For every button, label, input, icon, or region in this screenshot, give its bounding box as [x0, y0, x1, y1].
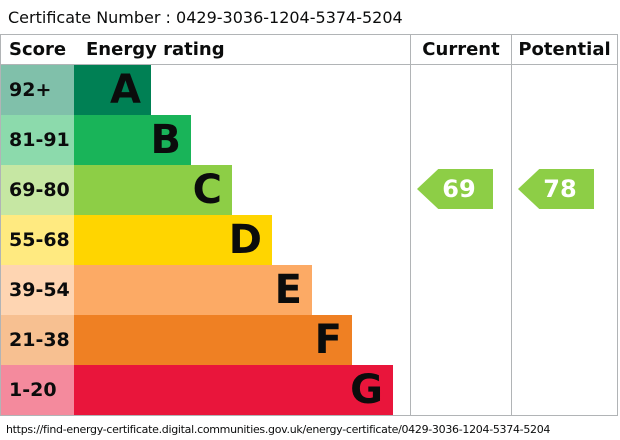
- band-a-bar: A: [74, 65, 151, 115]
- potential-rating-value: 78: [543, 175, 577, 203]
- potential-column-divider: [511, 65, 512, 415]
- band-e-bar: E: [74, 265, 312, 315]
- band-c-score-range: 69-80: [1, 165, 74, 215]
- band-b-bar: B: [74, 115, 191, 165]
- band-f-letter: F: [314, 317, 342, 363]
- band-b-letter: B: [150, 117, 182, 163]
- current-column-divider: [410, 65, 411, 415]
- current-rating-value: 69: [442, 175, 476, 203]
- band-row-c: 69-80 C: [1, 165, 617, 215]
- energy-rating-column-header: Energy rating: [86, 39, 225, 60]
- band-c-bar: C: [74, 165, 232, 215]
- band-d-bar: D: [74, 215, 272, 265]
- band-row-d: 55-68 D: [1, 215, 617, 265]
- band-row-e: 39-54 E: [1, 265, 617, 315]
- table-header-row: Score Energy rating Current Potential: [1, 35, 617, 65]
- band-g-score-range: 1-20: [1, 365, 74, 415]
- certificate-number-title: Certificate Number : 0429-3036-1204-5374…: [8, 8, 403, 27]
- band-b-score-range: 81-91: [1, 115, 74, 165]
- band-f-bar: F: [74, 315, 352, 365]
- band-a-score-range: 92+: [1, 65, 74, 115]
- band-e-letter: E: [274, 267, 302, 313]
- energy-rating-table: Score Energy rating Current Potential 92…: [0, 34, 618, 416]
- band-a-letter: A: [110, 67, 141, 113]
- band-g-letter: G: [350, 367, 383, 413]
- band-e-score-range: 39-54: [1, 265, 74, 315]
- band-f-score-range: 21-38: [1, 315, 74, 365]
- band-g-bar: G: [74, 365, 393, 415]
- band-row-b: 81-91 B: [1, 115, 617, 165]
- certificate-url: https://find-energy-certificate.digital.…: [6, 423, 551, 436]
- potential-column-header: Potential: [511, 35, 617, 64]
- rating-bands-area: 92+ A 81-91 B 69-80 C 55-68 D 39-54 E 21…: [1, 65, 617, 415]
- score-column-header: Score: [9, 39, 67, 60]
- current-rating-arrow: 69: [417, 169, 493, 209]
- band-row-f: 21-38 F: [1, 315, 617, 365]
- band-d-score-range: 55-68: [1, 215, 74, 265]
- band-c-letter: C: [192, 167, 222, 213]
- band-row-g: 1-20 G: [1, 365, 617, 415]
- band-d-letter: D: [228, 217, 262, 263]
- current-column-header: Current: [410, 35, 511, 64]
- band-row-a: 92+ A: [1, 65, 617, 115]
